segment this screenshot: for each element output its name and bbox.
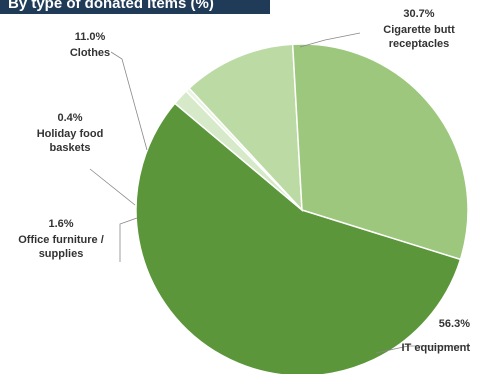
pie-slice-cigarette-butt-receptacles [291,43,469,261]
pie-slice-it-equipment [135,102,462,374]
slice-category-label: Clothes [70,47,110,59]
slice-value-label: 0.4% [57,112,82,124]
slice-value-label: 1.6% [48,218,73,230]
leader-line [299,32,361,48]
leader-line [375,345,470,354]
pie-slice-clothes [188,43,303,213]
slice-value-label: 30.7% [403,8,434,20]
slice-category-label: IT equipment [402,342,471,354]
chart-title-bar: By type of donated items (%) [0,0,270,14]
leader-line [119,217,138,262]
slice-value-label: 56.3% [439,318,470,330]
leader-line [89,168,136,206]
chart-title: By type of donated items (%) [8,0,214,12]
slice-value-label: 11.0% [75,31,106,43]
slice-category-label: Holiday food baskets [37,128,104,154]
leader-line [110,51,148,151]
slice-category-label: Office furniture / supplies [18,234,104,260]
slice-category-label: Cigarette butt receptacles [383,24,455,50]
